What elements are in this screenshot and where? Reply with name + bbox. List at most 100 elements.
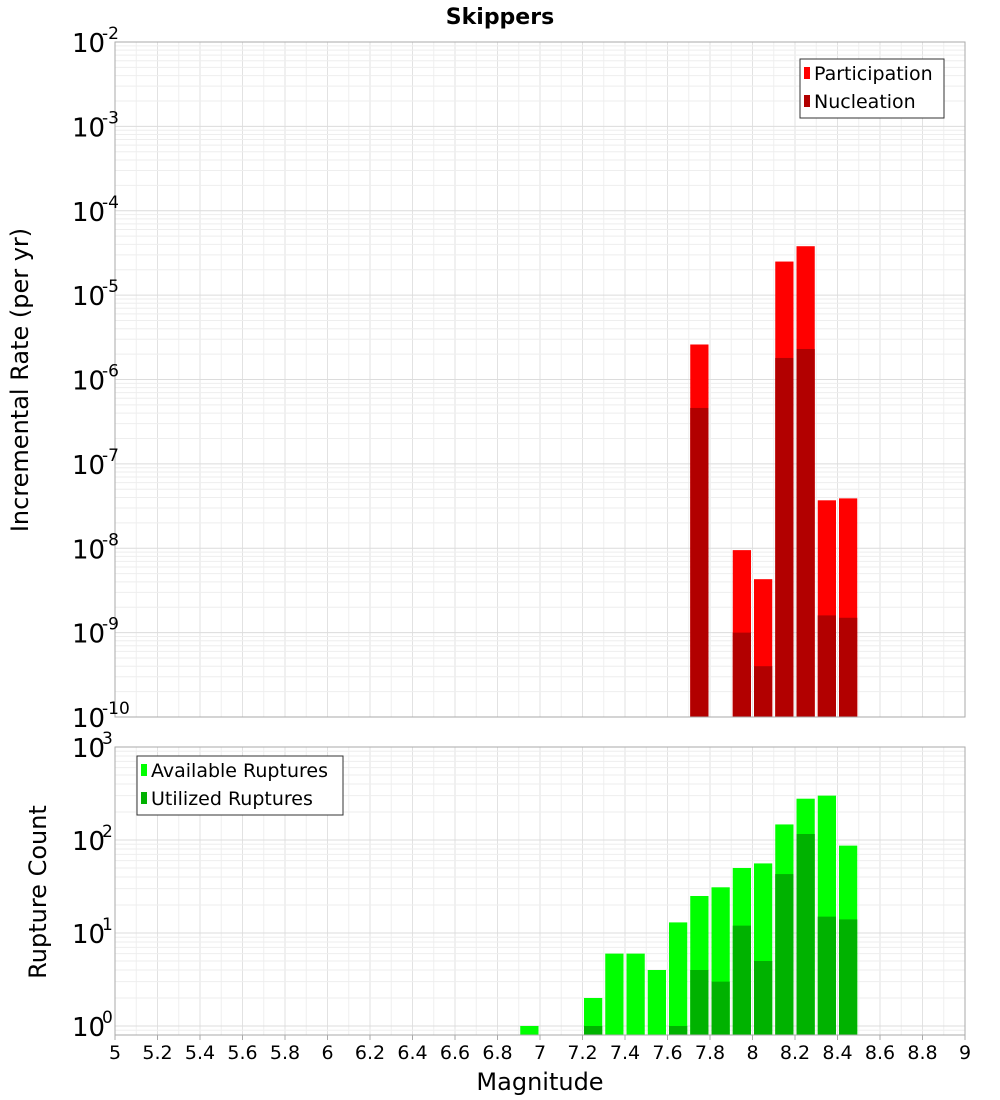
- y-tick-label: 10-6: [72, 362, 119, 397]
- y-tick-exponent: 2: [102, 822, 113, 842]
- x-tick-label: 6: [321, 1042, 333, 1064]
- x-tick-label: 7.4: [610, 1042, 640, 1064]
- bottom-legend: Available Ruptures Utilized Ruptures: [136, 755, 344, 816]
- y-tick-exponent: -2: [102, 24, 119, 44]
- bottom-bars: [520, 795, 858, 1035]
- y-tick-label: 10-7: [72, 446, 119, 481]
- y-tick-label: 10-9: [72, 615, 119, 650]
- x-tick-label: 6.6: [440, 1042, 470, 1064]
- top-bar-nucleation: [796, 348, 815, 717]
- bottom-bar-available-ruptures: [626, 953, 645, 1035]
- bottom-bar-utilized-ruptures: [775, 874, 794, 1035]
- top-legend-box: [799, 58, 945, 119]
- y-tick-label: 102: [72, 822, 113, 857]
- y-tick-base: 10: [72, 29, 105, 59]
- y-tick-label: 10-4: [72, 193, 119, 228]
- y-tick-exponent: -6: [102, 362, 119, 382]
- y-tick-base: 10: [72, 282, 105, 312]
- y-tick-label: 10-3: [72, 108, 119, 143]
- top-legend: Participation Nucleation: [799, 58, 945, 119]
- top-bar-nucleation: [754, 666, 773, 717]
- y-tick-base: 10: [72, 920, 105, 950]
- x-tick-label: 8: [746, 1042, 758, 1064]
- legend-swatch-participation: [804, 67, 810, 79]
- y-tick-label: 10-2: [72, 24, 119, 59]
- bottom-bar-utilized-ruptures: [732, 925, 751, 1035]
- bottom-bar-available-ruptures: [669, 922, 688, 1035]
- y-tick-base: 10: [72, 704, 105, 734]
- y-tick-exponent: -9: [102, 615, 119, 635]
- y-tick-base: 10: [72, 1013, 105, 1043]
- x-tick-label: 7: [534, 1042, 546, 1064]
- y-tick-base: 10: [72, 451, 105, 481]
- y-tick-base: 10: [72, 827, 105, 857]
- legend-swatch-utilized: [141, 792, 147, 804]
- top-bars: [690, 246, 858, 718]
- bottom-bar-utilized-ruptures: [817, 916, 836, 1035]
- x-tick-label: 6.8: [482, 1042, 512, 1064]
- legend-swatch-available: [141, 764, 147, 776]
- bottom-bar-available-ruptures: [647, 970, 666, 1035]
- y-tick-label: 100: [72, 1008, 113, 1043]
- y-tick-exponent: -10: [102, 699, 130, 719]
- x-tick-label: 7.8: [695, 1042, 725, 1064]
- y-tick-exponent: 3: [102, 729, 113, 749]
- legend-label-participation: Participation: [814, 63, 933, 85]
- bottom-y-axis-label: Rupture Count: [24, 805, 52, 979]
- chart-title: Skippers: [446, 5, 554, 30]
- x-tick-label: 7.2: [567, 1042, 597, 1064]
- y-tick-exponent: -7: [102, 446, 119, 466]
- bottom-bar-utilized-ruptures: [711, 981, 730, 1035]
- x-tick-label: 5: [109, 1042, 121, 1064]
- y-tick-exponent: -4: [102, 193, 119, 213]
- y-tick-label: 10-8: [72, 530, 119, 565]
- x-tick-label: 7.6: [652, 1042, 682, 1064]
- bottom-bar-available-ruptures: [605, 953, 624, 1035]
- legend-swatch-nucleation: [804, 95, 810, 107]
- top-bar-nucleation: [775, 357, 794, 717]
- y-tick-base: 10: [72, 198, 105, 228]
- y-tick-label: 10-10: [72, 699, 130, 734]
- x-tick-label: 5.8: [270, 1042, 300, 1064]
- x-tick-label: 6.4: [397, 1042, 427, 1064]
- x-tick-label: 8.2: [780, 1042, 810, 1064]
- top-bar-nucleation: [732, 632, 751, 718]
- y-tick-base: 10: [72, 620, 105, 650]
- bottom-bar-utilized-ruptures: [584, 1025, 603, 1035]
- legend-label-nucleation: Nucleation: [814, 91, 916, 113]
- y-tick-label: 103: [72, 729, 113, 764]
- top-plot-frame: [114, 41, 966, 718]
- y-tick-exponent: 0: [102, 1008, 113, 1028]
- bottom-bar-available-ruptures: [520, 1025, 539, 1035]
- y-tick-exponent: -5: [102, 277, 119, 297]
- bottom-bar-utilized-ruptures: [839, 919, 858, 1035]
- y-tick-exponent: -3: [102, 108, 119, 128]
- y-tick-exponent: 1: [102, 915, 113, 935]
- y-tick-base: 10: [72, 367, 105, 397]
- x-tick-label: 5.2: [142, 1042, 172, 1064]
- x-axis-ticks: 5 5.2 5.4 5.6 5.8 6 6.2 6.4 6.6 6.8 7 7.2 7.4 7.6 7.8 8…: [109, 1035, 971, 1064]
- top-y-axis-label: Incremental Rate (per yr): [6, 228, 34, 532]
- y-tick-label: 101: [72, 915, 113, 950]
- x-tick-label: 8.6: [865, 1042, 895, 1064]
- bottom-bar-utilized-ruptures: [796, 834, 815, 1035]
- x-tick-label: 8.8: [907, 1042, 937, 1064]
- top-bar-nucleation: [839, 617, 858, 717]
- x-axis-label: Magnitude: [476, 1068, 603, 1096]
- legend-label-available: Available Ruptures: [151, 760, 328, 782]
- x-tick-label: 6.2: [355, 1042, 385, 1064]
- bottom-bar-utilized-ruptures: [690, 970, 709, 1035]
- bottom-bar-utilized-ruptures: [669, 1025, 688, 1035]
- top-bar-nucleation: [817, 615, 836, 717]
- y-tick-exponent: -8: [102, 530, 119, 550]
- x-tick-label: 8.4: [822, 1042, 852, 1064]
- x-tick-label: 9: [959, 1042, 971, 1064]
- y-tick-base: 10: [72, 535, 105, 565]
- x-tick-label: 5.4: [185, 1042, 215, 1064]
- y-tick-base: 10: [72, 734, 105, 764]
